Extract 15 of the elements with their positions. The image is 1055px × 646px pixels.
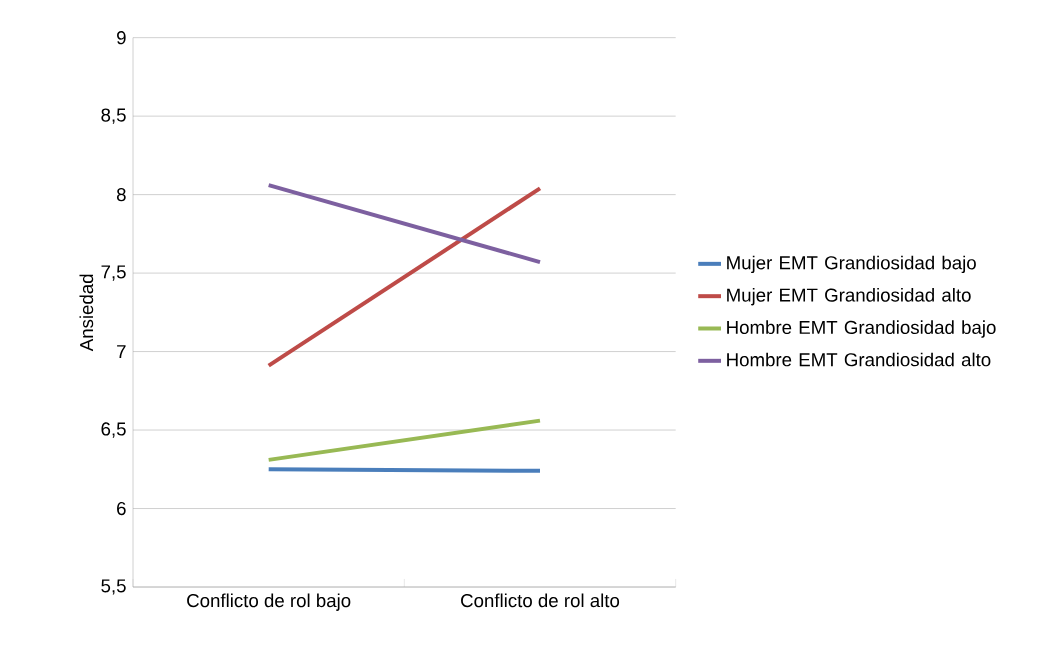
y-tick-label: 7 — [117, 345, 126, 358]
y-tick-label: 8,5 — [101, 108, 126, 124]
x-tick-label: Conflicto de rol bajo — [187, 593, 351, 611]
y-tick-label: 9 — [117, 31, 126, 45]
legend-label: Hombre EMT Grandiosidad alto — [727, 352, 991, 367]
legend-label: Mujer EMT Grandiosidad bajo — [727, 255, 976, 274]
x-tick-label: Conflicto de rol alto — [461, 593, 620, 608]
legend-label: Hombre EMT Grandiosidad bajo — [727, 320, 996, 338]
y-tick-label: 8 — [116, 187, 126, 202]
y-tick-label: 6 — [117, 501, 126, 516]
legend-label: Mujer EMT Grandiosidad alto — [727, 288, 971, 306]
y-tick-label: 5,5 — [101, 579, 126, 595]
y-tick-label: 6,5 — [101, 422, 126, 438]
y-tick-label: 7,5 — [101, 265, 126, 281]
y-axis-title: Ansiedad — [79, 274, 94, 352]
